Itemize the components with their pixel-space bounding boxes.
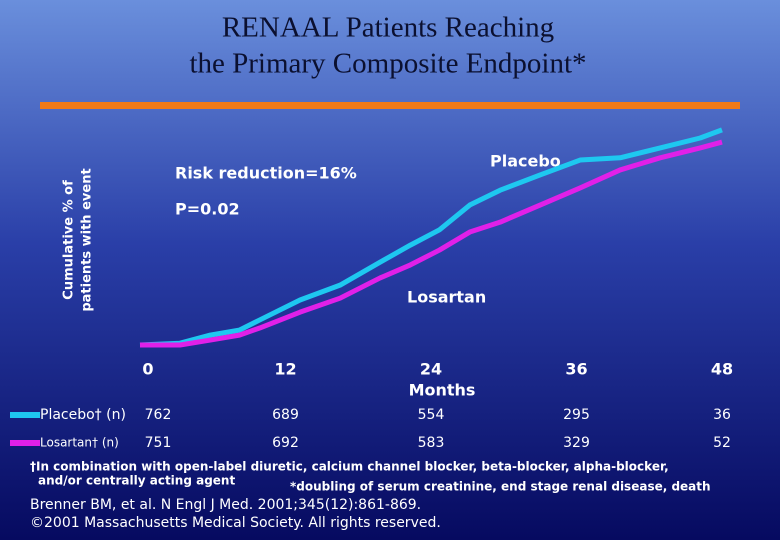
at-risk-value: 692 xyxy=(272,435,299,451)
x-tick-label: 48 xyxy=(711,360,733,379)
x-tick-label: 36 xyxy=(565,360,587,379)
x-tick-label: 0 xyxy=(142,360,153,379)
title-line: RENAAL Patients Reaching xyxy=(222,12,554,44)
at-risk-value: 689 xyxy=(272,407,299,423)
series-label: Losartan xyxy=(407,288,486,307)
at-risk-value: 583 xyxy=(418,435,445,451)
at-risk-value: 52 xyxy=(713,435,731,451)
series-line xyxy=(139,127,723,348)
annotation: Risk reduction=16% xyxy=(175,164,357,183)
at-risk-value: 295 xyxy=(563,407,590,423)
title-rule xyxy=(40,102,740,109)
annotation: P=0.02 xyxy=(175,200,240,219)
citation: ©2001 Massachusetts Medical Society. All… xyxy=(30,515,441,531)
y-label-line: Cumulative % of xyxy=(62,180,77,300)
at-risk-value: 762 xyxy=(145,407,172,423)
footnote: and/or centrally acting agent xyxy=(38,474,235,488)
x-tick-label: 12 xyxy=(274,360,296,379)
footnote: †In combination with open-label diuretic… xyxy=(30,460,669,474)
legend-swatch xyxy=(10,412,40,418)
footnote: *doubling of serum creatinine, end stage… xyxy=(290,480,711,494)
at-risk-value: 329 xyxy=(563,435,590,451)
series-line xyxy=(140,139,723,348)
y-axis-label: Cumulative % of patients with event xyxy=(62,168,95,311)
x-axis-label: Months xyxy=(409,381,476,400)
at-risk-label: Losartan† (n) xyxy=(40,436,119,450)
at-risk-value: 36 xyxy=(713,407,731,423)
legend-swatch xyxy=(10,440,40,446)
y-label-line: patients with event xyxy=(80,168,95,311)
at-risk-label: Placebo† (n) xyxy=(40,407,126,423)
series-label: Placebo xyxy=(490,152,561,171)
at-risk-value: 751 xyxy=(145,435,172,451)
x-tick-label: 24 xyxy=(420,360,442,379)
citation: Brenner BM, et al. N Engl J Med. 2001;34… xyxy=(30,497,421,513)
title-line: the Primary Composite Endpoint* xyxy=(189,48,586,80)
at-risk-value: 554 xyxy=(418,407,445,423)
